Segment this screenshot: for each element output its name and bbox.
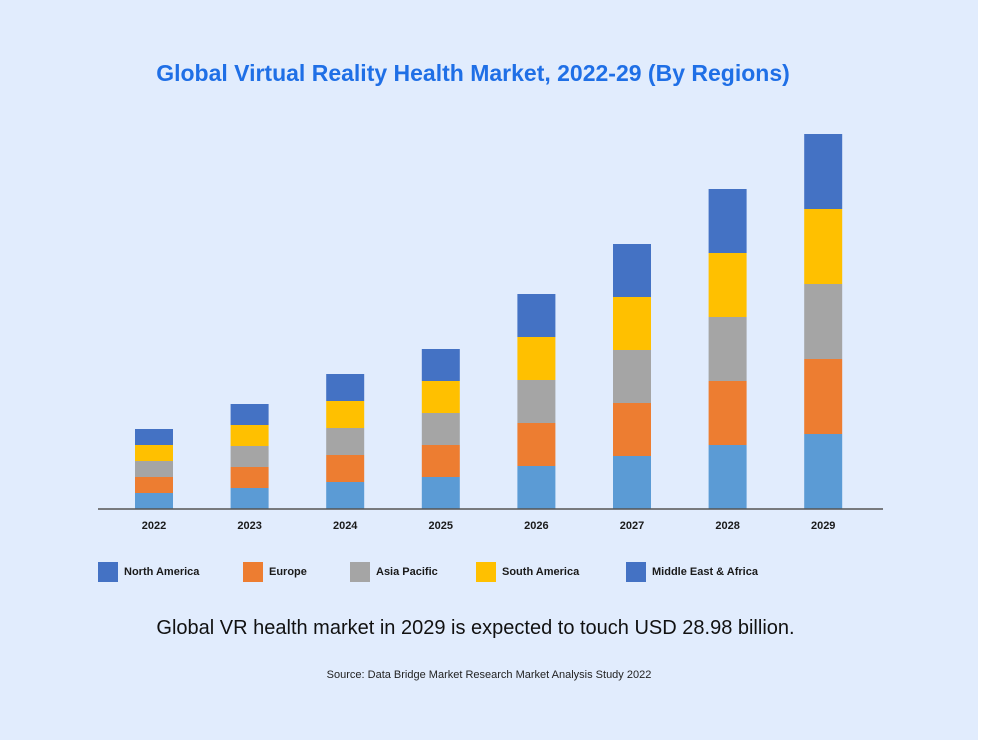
legend-swatch bbox=[476, 562, 496, 582]
legend-label: South America bbox=[502, 566, 580, 578]
bar-segment-2027-asia-pacific bbox=[613, 350, 651, 403]
bar-segment-2029-asia-pacific bbox=[804, 284, 843, 359]
bar-segment-2028-south-america bbox=[708, 253, 747, 317]
bar-segment-2024-north-america bbox=[326, 482, 365, 509]
chart-subtitle: Global VR health market in 2029 is expec… bbox=[156, 617, 795, 639]
x-tick-label: 2023 bbox=[237, 520, 261, 532]
legend-label: Middle East & Africa bbox=[652, 566, 758, 578]
bar-segment-2026-middle-east-africa bbox=[517, 294, 556, 337]
bar-segment-2029-south-america bbox=[804, 209, 843, 284]
x-tick-label: 2027 bbox=[620, 520, 644, 532]
bars-group bbox=[135, 134, 843, 509]
bar-segment-2027-middle-east-africa bbox=[613, 244, 651, 297]
legend-swatch bbox=[626, 562, 646, 582]
bar-segment-2024-asia-pacific bbox=[326, 428, 365, 455]
bar-segment-2027-north-america bbox=[613, 456, 651, 509]
x-tick-label: 2028 bbox=[715, 520, 739, 532]
x-tick-labels: 2022 2023 2024 2025 2026 2027 2028 2029 bbox=[142, 520, 836, 532]
bar-segment-2022-north-america bbox=[135, 493, 173, 509]
legend-item: South America bbox=[476, 562, 579, 582]
legend-label: Asia Pacific bbox=[376, 566, 438, 578]
x-tick-label: 2026 bbox=[524, 520, 548, 532]
x-tick-label: 2022 bbox=[142, 520, 166, 532]
bar-segment-2025-asia-pacific bbox=[421, 413, 460, 445]
x-tick-label: 2024 bbox=[333, 520, 358, 532]
legend-swatch bbox=[243, 562, 263, 582]
bar-segment-2026-north-america bbox=[517, 466, 556, 509]
bar-segment-2025-north-america bbox=[421, 477, 460, 509]
bar-segment-2025-south-america bbox=[421, 381, 460, 413]
bar-segment-2029-north-america bbox=[804, 434, 843, 509]
bar-segment-2022-south-america bbox=[135, 445, 173, 461]
bar-segment-2028-europe bbox=[708, 381, 747, 445]
bar-segment-2023-middle-east-africa bbox=[230, 404, 269, 425]
bar-segment-2027-south-america bbox=[613, 297, 651, 350]
bar-segment-2022-asia-pacific bbox=[135, 461, 173, 477]
bar-segment-2028-asia-pacific bbox=[708, 317, 747, 381]
bar-segment-2026-asia-pacific bbox=[517, 380, 556, 423]
bar-segment-2025-middle-east-africa bbox=[421, 349, 460, 381]
legend-swatch bbox=[98, 562, 118, 582]
bar-segment-2022-europe bbox=[135, 477, 173, 493]
bar-segment-2028-middle-east-africa bbox=[708, 189, 747, 253]
legend-item: Middle East & Africa bbox=[626, 562, 758, 582]
legend: North America Europe Asia Pacific South Ame… bbox=[98, 562, 898, 582]
bar-segment-2029-europe bbox=[804, 359, 843, 434]
legend-swatch bbox=[350, 562, 370, 582]
bar-segment-2024-south-america bbox=[326, 401, 365, 428]
bar-segment-2023-europe bbox=[230, 467, 269, 488]
bar-segment-2023-south-america bbox=[230, 425, 269, 446]
bar-segment-2027-europe bbox=[613, 403, 651, 456]
bar-segment-2022-middle-east-africa bbox=[135, 429, 173, 445]
legend-label: North America bbox=[124, 566, 200, 578]
stacked-bar-chart: 2022 2023 2024 2025 2026 2027 2028 2029 bbox=[98, 134, 883, 532]
legend-item: North America bbox=[98, 562, 199, 582]
bar-segment-2026-europe bbox=[517, 423, 556, 466]
legend-item: Europe bbox=[243, 562, 307, 582]
bar-segment-2029-middle-east-africa bbox=[804, 134, 843, 209]
bar-segment-2024-middle-east-africa bbox=[326, 374, 365, 401]
bar-segment-2023-north-america bbox=[230, 488, 269, 509]
bar-segment-2023-asia-pacific bbox=[230, 446, 269, 467]
bar-segment-2024-europe bbox=[326, 455, 365, 482]
x-tick-label: 2025 bbox=[429, 520, 453, 532]
chart-title: Global Virtual Reality Health Market, 20… bbox=[156, 60, 790, 86]
bar-segment-2026-south-america bbox=[517, 337, 556, 380]
x-tick-label: 2029 bbox=[811, 520, 835, 532]
legend-item: Asia Pacific bbox=[350, 562, 438, 582]
bar-segment-2025-europe bbox=[421, 445, 460, 477]
source-note: Source: Data Bridge Market Research Mark… bbox=[326, 669, 652, 681]
bar-segment-2028-north-america bbox=[708, 445, 747, 509]
legend-label: Europe bbox=[269, 566, 307, 578]
